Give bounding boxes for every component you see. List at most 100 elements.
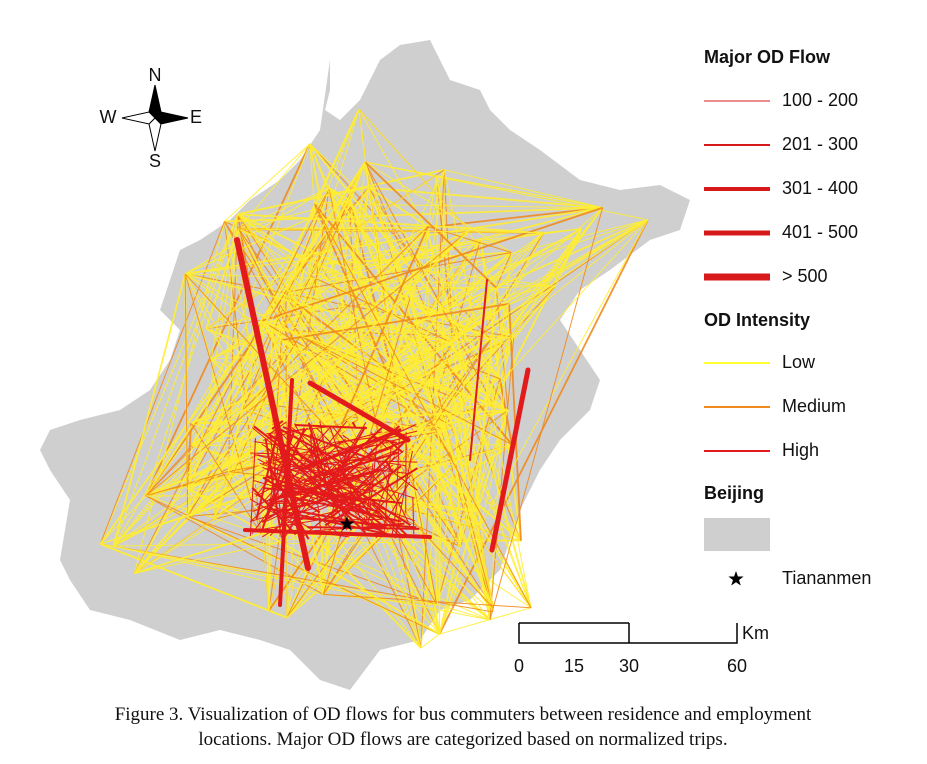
flow [262,403,270,611]
flow [438,525,482,635]
flow [184,199,350,275]
flow [323,593,531,609]
flow [145,335,301,497]
flow [398,462,457,517]
scale-label: 30 [619,656,639,676]
flow-lines [99,108,649,649]
flow [113,540,521,547]
flow [187,445,193,517]
flow [133,187,330,574]
flow [265,477,360,523]
legend-label: 301 - 400 [782,178,858,198]
flow [361,373,394,497]
flow [480,410,509,526]
flow [364,161,455,428]
flow [270,329,325,595]
flow [489,207,604,621]
flow [186,376,325,489]
flow [436,175,482,526]
compass: N S W E [100,65,203,171]
flow [318,263,325,378]
flow [410,237,482,298]
flow [224,206,603,223]
caption: Figure 3. Visualization of OD flows for … [115,704,812,725]
flow [281,292,397,390]
flow [394,338,492,391]
flow [368,186,429,228]
flow [555,228,583,287]
legend-title: OD Intensity [704,310,810,330]
flow [184,273,453,345]
flow [351,421,357,428]
major-flow [469,279,488,461]
flow [370,432,389,450]
scale-label: 60 [727,656,747,676]
flow [328,187,468,367]
flow [395,219,649,390]
flow [364,161,603,209]
flow [285,207,603,289]
flow [285,287,455,428]
flow [397,409,509,492]
legend-swatch [704,518,770,551]
major-flow [234,237,311,571]
flow [409,296,457,464]
flow [205,174,438,330]
legend-star [728,571,744,586]
flow [384,459,393,472]
flow [389,441,404,454]
flow [427,175,438,227]
flow [270,455,314,493]
flow [466,365,501,380]
flow [309,143,514,338]
flow [349,200,468,367]
flow [322,296,411,595]
major-flow [243,528,432,539]
flow [349,200,455,428]
flow [187,335,301,517]
flow [323,228,582,378]
flow [242,226,429,410]
flow [475,287,498,512]
flow [454,337,515,464]
flow [543,228,582,234]
flow [261,206,603,322]
flow [425,227,532,608]
flow [362,496,532,609]
flow [286,219,649,618]
flow [145,495,324,595]
flow [410,296,514,339]
legend-label: Tiananmen [782,568,871,588]
flow [145,445,193,497]
flow [358,409,508,420]
flow [238,229,270,611]
flow [358,108,470,231]
major-flow [268,468,382,502]
flow [489,337,515,620]
flow [410,296,501,380]
legend-label: > 500 [782,266,828,286]
flow [453,397,462,547]
flow [309,203,315,276]
flow [133,257,306,574]
flow [227,320,263,472]
flow [281,339,393,375]
flow [184,273,494,609]
flow [185,206,603,275]
flow [291,427,385,500]
flow [466,365,494,405]
flow [190,422,262,534]
legend: Major OD Flow OD Intensity Beijing Tiana… [704,47,871,588]
flow [266,507,404,539]
caption: locations. Major OD flows are categorize… [198,729,727,750]
flow [249,498,297,527]
flow [210,214,239,360]
legend-label: Low [782,352,816,372]
compass-e: E [190,107,202,127]
flow [269,434,284,533]
compass-n: N [149,65,162,85]
flow [466,232,545,367]
flow [238,228,544,234]
flow [453,409,509,429]
flow [307,447,328,469]
